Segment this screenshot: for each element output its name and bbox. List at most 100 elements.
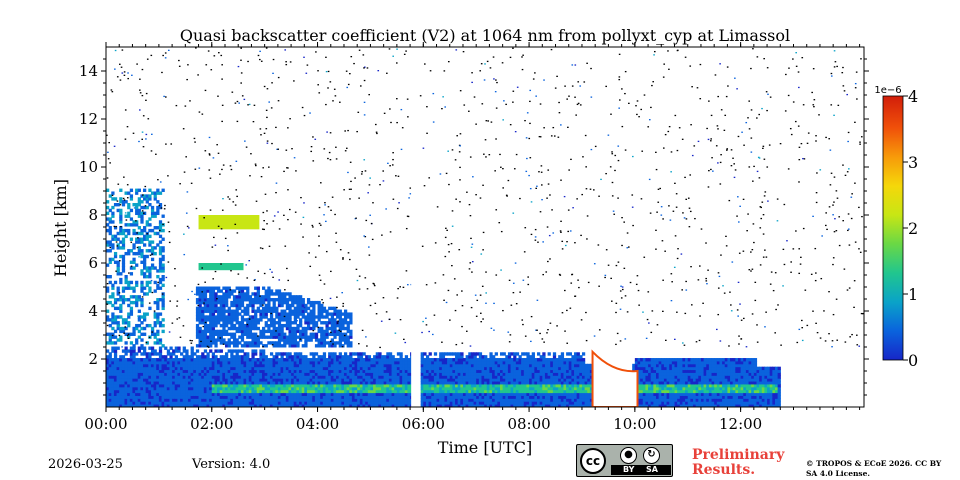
backscatter-cell [121,386,126,391]
dust-cell [299,295,303,299]
backscatter-cell [262,381,266,385]
backscatter-cell [637,363,641,368]
dust-cell [227,289,231,293]
dust-cell [262,298,266,302]
backscatter-cell [135,372,139,376]
backscatter-cell [544,375,549,379]
backscatter-cell [246,386,250,391]
backscatter-cell [357,395,361,399]
backscatter-cell [246,378,250,382]
backscatter-cell [550,395,554,399]
backscatter-cell [455,360,459,365]
backscatter-cell [542,369,546,373]
backscatter-cell [420,378,424,382]
column-cell [140,254,144,259]
dust-cell [217,335,221,339]
backscatter-cell [349,358,353,362]
backscatter-cell [373,386,377,391]
backscatter-cell [523,360,528,365]
dust-cell [309,332,313,336]
backscatter-cell [240,401,245,405]
backscatter-cell [505,392,509,396]
dust-cell [240,344,245,348]
backscatter-cell [185,383,189,388]
backscatter-cell [227,378,231,382]
backscatter-cell [219,401,223,405]
backscatter-cell [124,372,128,376]
backscatter-cell [526,386,530,391]
backscatter-cell [127,366,131,371]
dust-cell [243,329,247,334]
backscatter-cell [581,369,586,373]
dust-cell [328,306,332,311]
backscatter-cell [129,346,134,350]
column-cell [150,263,155,267]
backscatter-cell [587,383,591,388]
backscatter-cell [357,383,361,388]
dust-cell [219,335,223,339]
column-cell [161,323,165,328]
backscatter-cell [111,369,115,373]
dust-cell [320,326,324,331]
column-cell [121,237,126,241]
column-cell [108,231,112,236]
backscatter-cell [507,386,512,391]
column-cell [137,203,141,207]
backscatter-cell [243,401,247,405]
dust-cell [235,326,239,331]
backscatter-cell [507,375,512,379]
backscatter-cell [388,375,393,379]
backscatter-cell [166,398,171,402]
backscatter-cell [367,386,372,391]
backscatter-cell [182,404,186,407]
backscatter-cell [143,392,147,396]
backscatter-cell [169,372,173,376]
backscatter-cell [465,355,469,359]
backscatter-cell [349,383,353,388]
backscatter-cell [328,375,332,379]
backscatter-cell [129,363,134,368]
dust-cell [306,312,311,316]
dust-cell [254,341,258,345]
backscatter-cell [431,395,435,399]
dust-cell [248,335,253,339]
dust-cell [304,332,308,336]
backscatter-cell [124,346,128,350]
column-cell [111,197,115,201]
backscatter-cell [251,386,255,391]
backscatter-cell [198,392,202,396]
backscatter-cell [391,392,395,396]
backscatter-cell [552,378,557,382]
backscatter-cell [428,381,432,385]
backscatter-cell [420,401,424,405]
backscatter-cell [534,369,538,373]
backscatter-cell [214,392,218,396]
backscatter-cell [156,386,160,391]
backscatter-cell [182,383,186,388]
backscatter-cell [314,372,319,376]
backscatter-cell [161,375,165,379]
column-cell [106,289,110,293]
backscatter-cell [145,389,149,394]
column-cell [153,251,157,256]
dust-cell [254,286,258,290]
backscatter-cell [137,398,141,402]
backscatter-cell [489,358,493,362]
backscatter-cell [388,392,393,396]
dust-cell [317,303,321,308]
backscatter-cell [190,369,194,373]
backscatter-cell [383,372,387,376]
dust-cell [256,300,260,305]
backscatter-cell [431,381,435,385]
backscatter-cell [534,395,538,399]
column-cell [127,286,131,290]
dust-cell [259,298,263,302]
dust-cell [240,295,245,299]
backscatter-cell [428,369,432,373]
backscatter-cell [328,389,332,394]
backscatter-cell [222,358,226,362]
backscatter-cell [301,355,305,359]
backscatter-cell [579,360,583,365]
dust-cell [314,315,319,319]
backscatter-cell [333,352,337,356]
